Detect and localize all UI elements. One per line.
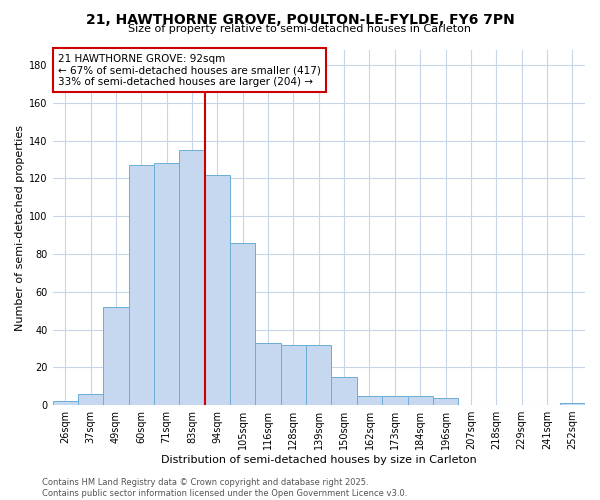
Text: Contains HM Land Registry data © Crown copyright and database right 2025.
Contai: Contains HM Land Registry data © Crown c… bbox=[42, 478, 407, 498]
Bar bbox=[331, 377, 357, 405]
Bar bbox=[281, 344, 306, 405]
Bar bbox=[53, 402, 78, 405]
Bar bbox=[128, 165, 154, 405]
Text: Size of property relative to semi-detached houses in Carleton: Size of property relative to semi-detach… bbox=[128, 24, 472, 34]
Text: 21, HAWTHORNE GROVE, POULTON-LE-FYLDE, FY6 7PN: 21, HAWTHORNE GROVE, POULTON-LE-FYLDE, F… bbox=[86, 12, 514, 26]
Bar bbox=[78, 394, 103, 405]
Bar bbox=[179, 150, 205, 405]
Bar bbox=[205, 174, 230, 405]
Bar bbox=[357, 396, 382, 405]
Bar bbox=[230, 242, 256, 405]
Bar bbox=[382, 396, 407, 405]
X-axis label: Distribution of semi-detached houses by size in Carleton: Distribution of semi-detached houses by … bbox=[161, 455, 476, 465]
Bar bbox=[433, 398, 458, 405]
Bar bbox=[560, 403, 585, 405]
Bar bbox=[256, 343, 281, 405]
Bar bbox=[306, 344, 331, 405]
Text: 21 HAWTHORNE GROVE: 92sqm
← 67% of semi-detached houses are smaller (417)
33% of: 21 HAWTHORNE GROVE: 92sqm ← 67% of semi-… bbox=[58, 54, 321, 87]
Bar bbox=[103, 307, 128, 405]
Bar bbox=[154, 164, 179, 405]
Bar bbox=[407, 396, 433, 405]
Y-axis label: Number of semi-detached properties: Number of semi-detached properties bbox=[15, 124, 25, 330]
